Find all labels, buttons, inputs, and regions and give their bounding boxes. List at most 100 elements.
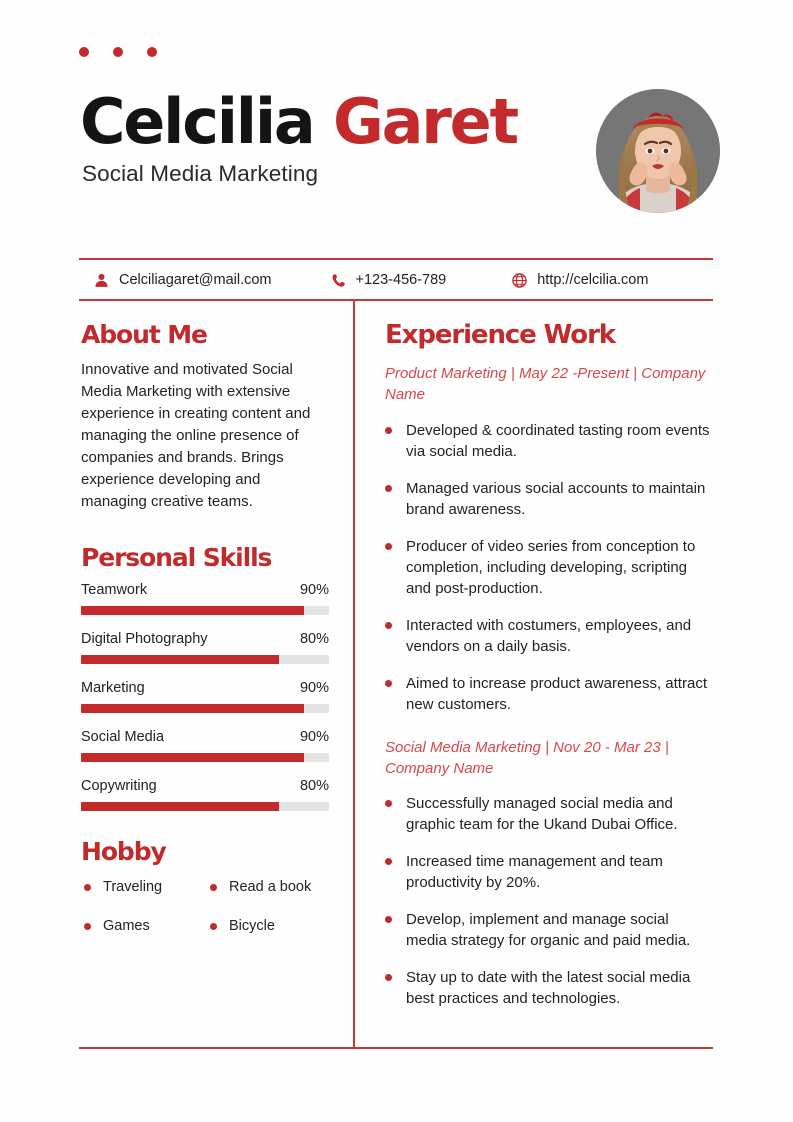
about-text: Innovative and motivated Social Media Ma… [81,361,311,511]
decorative-dot [147,47,157,57]
resume-header: Celcilia Garet Social Media Marketing [80,86,720,213]
bullet-dot-icon [385,916,392,924]
job-bullet: Aimed to increase product awareness, att… [385,673,713,715]
contact-email[interactable]: Celciliagaret@mail.com [93,272,272,289]
header-text: Celcilia Garet Social Media Marketing [80,86,519,187]
decorative-dot [113,47,123,57]
skill-item: Social Media 90% [81,729,329,763]
skill-bar-fill [81,606,305,616]
hobby-item: Traveling [81,879,207,895]
skill-item: Copywriting 80% [81,778,329,812]
job-bullet: Producer of video series from conception… [385,536,713,599]
job-bullet-text: Interacted with costumers, employees, an… [406,616,692,655]
skill-label: Digital Photography [81,631,208,648]
skill-bar-fill [81,655,280,665]
skill-bar-track [81,655,329,665]
contact-phone[interactable]: +123-456-789 [330,272,447,289]
skill-percent: 80% [299,778,329,795]
bullet-dot-icon [385,800,392,808]
hobby-grid: Traveling Read a book Games Bicycle [81,879,329,934]
contact-rule-bottom [79,299,713,301]
hobby-label: Bicycle [229,918,275,935]
bullet-dot-icon [84,883,91,891]
job-bullet-text: Develop, implement and manage social med… [406,911,691,950]
skill-percent: 90% [299,582,329,599]
job-bullet: Managed various social accounts to maint… [385,478,713,520]
hobby-label: Traveling [103,879,163,896]
contact-bar: Celciliagaret@mail.com +123-456-789 http… [79,262,713,298]
job-bullet-text: Producer of video series from conception… [406,537,696,597]
skills-section: Personal Skills Teamwork 90% Digital Pho… [81,543,329,812]
bullet-dot-icon [84,922,91,930]
skill-percent: 90% [299,729,329,746]
skill-bar-fill [81,704,305,714]
bullet-dot-icon [385,542,392,550]
bullet-dot-icon [210,883,217,891]
skill-label: Teamwork [81,582,148,599]
job-bullet-text: Managed various social accounts to maint… [406,479,706,518]
person-icon [95,273,108,287]
decorative-dots [79,47,157,57]
skill-label: Social Media [81,729,165,746]
job-bullet-text: Successfully managed social media and gr… [406,795,678,834]
footer-rule [79,1047,713,1049]
last-name: Garet [332,85,519,158]
bullet-dot-icon [385,426,392,434]
hobby-item: Bicycle [207,918,329,934]
contact-rule-top [79,258,713,260]
page-title: Celcilia Garet [80,90,519,153]
hobby-label: Games [103,918,150,935]
contact-website-text: http://celcilia.com [537,272,649,288]
skill-bar-track [81,606,329,616]
bullet-dot-icon [385,484,392,492]
job-bullet: Develop, implement and manage social med… [385,909,713,951]
job-bullet-text: Developed & coordinated tasting room eve… [406,421,710,460]
first-name: Celcilia [80,85,316,158]
skill-percent: 90% [299,680,329,697]
job-bullet: Stay up to date with the latest social m… [385,967,713,1009]
skill-bar-track [81,802,329,812]
contact-phone-text: +123-456-789 [355,272,447,288]
skill-bar-fill [81,753,305,763]
bullet-dot-icon [210,922,217,930]
skill-item: Teamwork 90% [81,582,329,616]
decorative-dot [79,47,89,57]
skill-bar-track [81,704,329,714]
column-divider [353,301,355,1048]
hobby-label: Read a book [229,879,312,896]
skill-bar-fill [81,802,280,812]
bullet-dot-icon [385,621,392,629]
skills-section-title: Personal Skills [81,543,272,573]
job-bullet-text: Increased time management and team produ… [406,853,663,892]
job-bullet: Interacted with costumers, employees, an… [385,615,713,657]
experience-job: Social Media Marketing | Nov 20 - Mar 23… [385,737,713,1010]
left-column: About Me Innovative and motivated Social… [81,320,329,934]
contact-website[interactable]: http://celcilia.com [511,272,648,289]
bullet-dot-icon [385,858,392,866]
job-bullet-text: Aimed to increase product awareness, att… [406,674,707,713]
skill-label: Marketing [81,680,145,697]
right-column: Experience Work Product Marketing | May … [385,320,713,1025]
phone-icon [332,273,345,287]
job-role-subtitle: Social Media Marketing [82,161,319,187]
job-heading: Product Marketing | May 22 -Present | Co… [385,365,706,404]
contact-email-text: Celciliagaret@mail.com [119,272,272,288]
job-bullet-list: Successfully managed social media and gr… [385,793,713,1009]
skill-item: Digital Photography 80% [81,631,329,665]
hobby-item: Read a book [207,879,329,895]
globe-icon [512,272,527,288]
skill-bar-track [81,753,329,763]
skill-item: Marketing 90% [81,680,329,714]
experience-section-title: Experience Work [385,320,616,350]
hobby-section-title: Hobby [81,837,167,867]
avatar [596,89,720,213]
job-bullet: Increased time management and team produ… [385,851,713,893]
about-section-title: About Me [81,320,208,349]
hobby-item: Games [81,918,207,934]
job-bullet: Developed & coordinated tasting room eve… [385,420,713,462]
skill-label: Copywriting [81,778,157,795]
hobby-section: Hobby Traveling Read a book Games Bicycl… [81,837,329,934]
job-bullet: Successfully managed social media and gr… [385,793,713,835]
skill-percent: 80% [299,631,329,648]
